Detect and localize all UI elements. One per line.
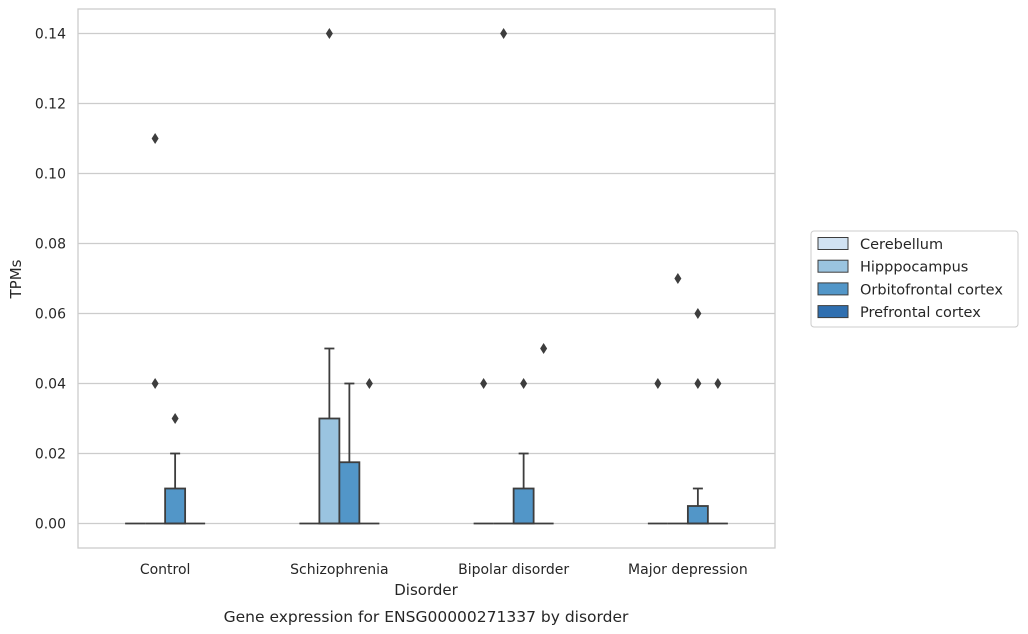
legend-label-cerebellum: Cerebellum: [860, 237, 943, 253]
y-tick-label: 0.02: [35, 447, 66, 463]
y-tick-labels: 0.00 0.02 0.04 0.06 0.08 0.10 0.12 0.14: [35, 27, 66, 533]
box-major-depression-orbitofrontal-cortex-outlier-1: [694, 308, 702, 319]
box-schizophrenia-hipppocampus: [318, 347, 341, 525]
legend-frame: [810, 230, 1019, 328]
box-control-hipppocampus-outlier-0: [151, 378, 159, 389]
y-tick-label: 0.00: [35, 517, 66, 533]
legend-swatch-orbitofrontal-cortex: [817, 282, 849, 296]
y-tick-label: 0.04: [35, 377, 66, 393]
box-control-hipppocampus-outlier-1: [151, 133, 159, 144]
box-bipolar-disorder-prefrontal-cortex-outlier-0: [540, 343, 548, 354]
y-tick-label: 0.14: [35, 27, 66, 43]
box-major-depression-orbitofrontal-cortex-body: [686, 505, 709, 525]
box-control-orbitofrontal-cortex: [164, 452, 187, 525]
box-bipolar-disorder-orbitofrontal-cortex-body: [512, 487, 535, 525]
box-control-orbitofrontal-cortex-outlier-0: [171, 413, 179, 424]
legend-label-orbitofrontal-cortex: Orbitofrontal cortex: [860, 282, 1003, 298]
box-major-depression-cerebellum-outlier-0: [654, 378, 662, 389]
box-schizophrenia-hipppocampus-body: [318, 417, 341, 525]
legend-swatch-cerebellum: [817, 237, 849, 250]
legend-swatch-hipppocampus: [817, 259, 849, 273]
plot-frame: [77, 8, 776, 549]
box-bipolar-disorder-orbitofrontal-cortex-outlier-0: [520, 378, 528, 389]
box-schizophrenia-hipppocampus-outlier-0: [325, 28, 333, 39]
box-bipolar-disorder-orbitofrontal-cortex: [512, 452, 535, 525]
x-tick-label-bipolar-disorder: Bipolar disorder: [458, 562, 569, 578]
boxes: [125, 347, 728, 525]
gridlines: [78, 32, 775, 525]
y-tick-label: 0.08: [35, 237, 66, 253]
box-major-depression-orbitofrontal-cortex: [686, 487, 709, 525]
box-major-depression-prefrontal-cortex-outlier-0: [714, 378, 722, 389]
y-tick-label: 0.06: [35, 307, 66, 323]
legend: Cerebellum Hipppocampus Orbitofrontal cort…: [810, 230, 1019, 328]
x-axis-title: Disorder: [394, 581, 458, 599]
box-major-depression-orbitofrontal-cortex-outlier-0: [694, 378, 702, 389]
x-tick-label-schizophrenia: Schizophrenia: [290, 562, 388, 578]
legend-label-hipppocampus: Hipppocampus: [860, 260, 968, 276]
y-tick-label: 0.12: [35, 97, 66, 113]
x-tick-label-control: Control: [140, 562, 191, 578]
chart-caption: Gene expression for ENSG00000271337 by d…: [224, 608, 629, 626]
box-bipolar-disorder-hipppocampus-outlier-0: [500, 28, 508, 39]
outliers: [151, 28, 722, 424]
box-bipolar-disorder-cerebellum-outlier-0: [480, 378, 488, 389]
box-control-orbitofrontal-cortex-body: [164, 487, 187, 525]
x-tick-label-major-depression: Major depression: [628, 562, 748, 578]
box-schizophrenia-prefrontal-cortex-outlier-0: [365, 378, 373, 389]
x-tick-labels: Control Schizophrenia Bipolar disorder Majo…: [140, 562, 748, 578]
box-major-depression-hipppocampus-outlier-0: [674, 273, 682, 284]
box-schizophrenia-orbitofrontal-cortex: [338, 382, 361, 525]
legend-swatch-prefrontal-cortex: [817, 305, 849, 319]
y-tick-label: 0.10: [35, 167, 66, 183]
legend-label-prefrontal-cortex: Prefrontal cortex: [860, 305, 981, 321]
y-axis-title: TPMs: [7, 259, 25, 299]
box-schizophrenia-orbitofrontal-cortex-body: [338, 461, 361, 525]
